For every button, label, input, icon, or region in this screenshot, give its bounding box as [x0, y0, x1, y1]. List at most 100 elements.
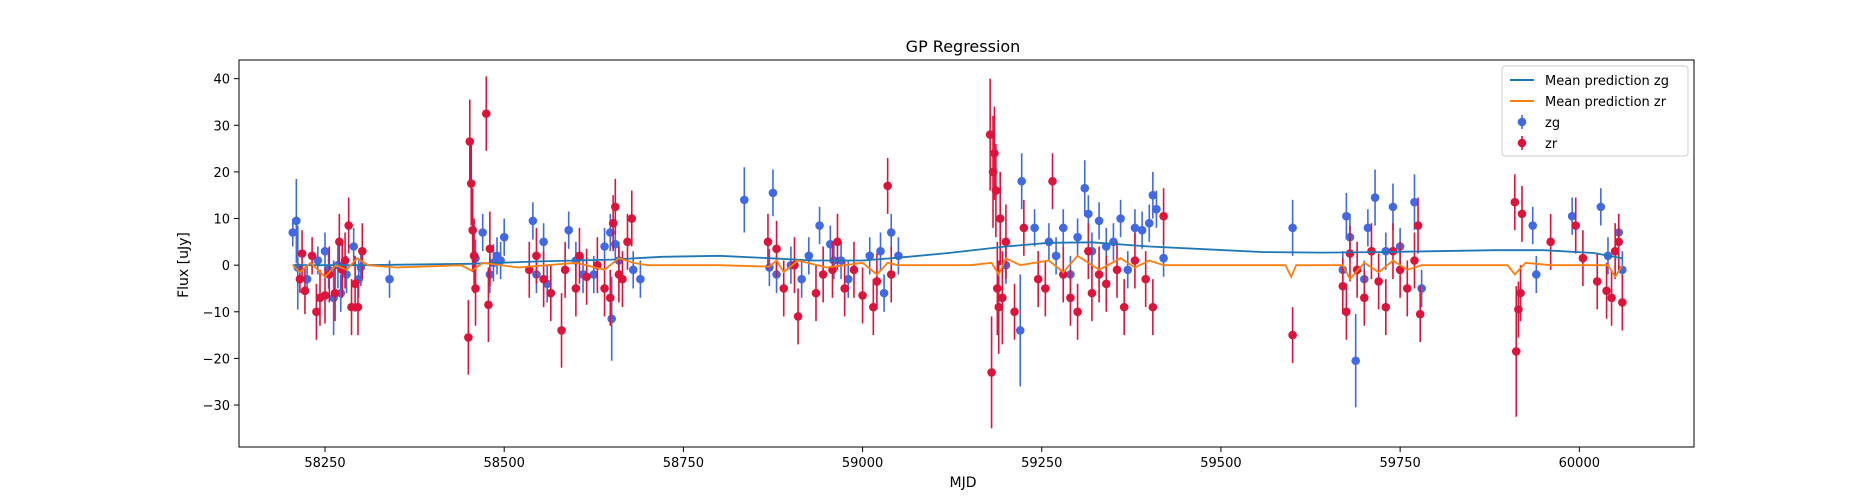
axes: 58250 58500 58750 59000 59250 59500 59750 60000…	[203, 59, 1695, 471]
point-zg-72	[1130, 223, 1140, 233]
point-zr-46	[779, 284, 789, 293]
point-zr-67	[995, 214, 1005, 223]
x-tick-label-1: 58500	[484, 456, 525, 471]
point-zr-28	[539, 274, 548, 284]
point-zg-36	[628, 265, 638, 275]
point-zr-101	[1413, 221, 1423, 230]
point-zg-58	[1030, 223, 1039, 233]
point-zg-92	[1532, 270, 1541, 279]
point-zr-16	[357, 246, 367, 256]
point-zr-78	[1084, 246, 1093, 256]
point-zg-84	[1363, 223, 1373, 233]
point-zg-44	[804, 251, 814, 261]
point-zr-37	[605, 293, 615, 303]
legend-entry-0-label: Mean prediction zg	[1545, 74, 1669, 89]
point-zr-32	[571, 284, 581, 293]
point-zg-40	[768, 188, 778, 198]
point-zr-87	[1159, 211, 1168, 221]
y-tick-label-6: 30	[213, 119, 230, 134]
series-zg	[288, 153, 1627, 408]
point-zg-78	[1288, 223, 1297, 233]
point-zg-82	[1351, 356, 1360, 366]
point-zr-77	[1073, 307, 1082, 317]
point-zr-44	[763, 237, 773, 247]
point-zr-24	[484, 300, 493, 310]
point-zg-67	[1094, 216, 1104, 226]
point-zr-72	[1033, 274, 1043, 284]
point-zg-53	[886, 228, 896, 237]
point-zr-86	[1148, 302, 1158, 312]
legend-box	[1501, 65, 1689, 157]
point-zr-53	[840, 284, 849, 293]
point-zg-51	[876, 246, 885, 256]
point-zg-56	[1015, 326, 1025, 335]
point-zg-14	[385, 274, 394, 284]
legend-entry-3-marker	[1517, 138, 1527, 148]
point-zr-104	[1511, 347, 1521, 356]
point-zr-43	[627, 214, 637, 223]
point-zr-76	[1066, 293, 1075, 303]
point-zr-45	[772, 244, 781, 254]
y-tick-label-4: 10	[213, 213, 230, 228]
point-zg-33	[607, 314, 617, 324]
y-tick-label-1: −20	[203, 352, 230, 367]
point-zr-39	[610, 202, 620, 212]
point-zr-20	[468, 225, 477, 235]
point-zg-80	[1342, 211, 1351, 221]
point-zg-59	[1044, 237, 1054, 247]
plot-content	[288, 76, 1627, 429]
point-zr-111	[1592, 277, 1602, 286]
point-zg-38	[740, 195, 749, 205]
point-zg-31	[600, 242, 609, 251]
point-zg-61	[1058, 223, 1068, 233]
point-zg-63	[1073, 232, 1082, 242]
point-zr-74	[1048, 176, 1057, 186]
point-zg-94	[1596, 202, 1606, 212]
point-zg-76	[1152, 204, 1161, 214]
point-zr-12	[344, 221, 353, 230]
point-zr-54	[849, 265, 859, 275]
x-tick-label-7: 60000	[1559, 456, 1600, 471]
y-tick-label-7: 40	[213, 73, 230, 88]
legend: Mean prediction zg Mean prediction zr zg zr	[1501, 65, 1689, 157]
point-zr-1	[297, 249, 307, 258]
point-zg-1	[292, 216, 301, 226]
point-zg-49	[843, 274, 853, 284]
y-tick-label-5: 20	[213, 166, 230, 181]
point-zg-27	[564, 225, 574, 235]
point-zr-100	[1410, 256, 1419, 265]
point-zr-58	[883, 181, 892, 191]
point-zg-45	[815, 221, 824, 230]
point-zr-22	[471, 284, 480, 293]
point-zr-25	[485, 244, 495, 254]
point-zr-95	[1374, 277, 1383, 286]
point-zr-69	[1001, 237, 1011, 247]
x-tick-label-4: 59250	[1021, 456, 1062, 471]
point-zr-36	[600, 284, 609, 293]
point-zg-71	[1123, 265, 1133, 275]
point-zr-70	[1010, 307, 1019, 317]
point-zr-113	[1607, 293, 1616, 303]
point-zg-37	[636, 274, 645, 284]
point-zr-82	[1112, 265, 1122, 275]
y-tick-label-2: −10	[203, 306, 230, 321]
point-zr-91	[1345, 249, 1355, 258]
point-zr-73	[1041, 284, 1050, 293]
point-zg-16	[478, 228, 487, 237]
point-zr-88	[1288, 330, 1297, 340]
point-zg-43	[797, 274, 806, 284]
point-zr-23	[481, 109, 491, 118]
point-zr-56	[869, 302, 878, 312]
point-zr-110	[1578, 253, 1588, 263]
point-zr-103	[1510, 197, 1520, 207]
x-tick-label-5: 59500	[1200, 456, 1241, 471]
point-zg-50	[865, 251, 875, 261]
point-zr-6	[320, 291, 330, 300]
point-zr-90	[1342, 307, 1351, 317]
point-zr-64	[991, 186, 1001, 195]
point-zr-116	[1618, 298, 1627, 307]
legend-entry-1-label: Mean prediction zr	[1545, 95, 1667, 110]
x-tick-label-2: 58750	[663, 456, 704, 471]
point-zr-33	[575, 251, 584, 261]
